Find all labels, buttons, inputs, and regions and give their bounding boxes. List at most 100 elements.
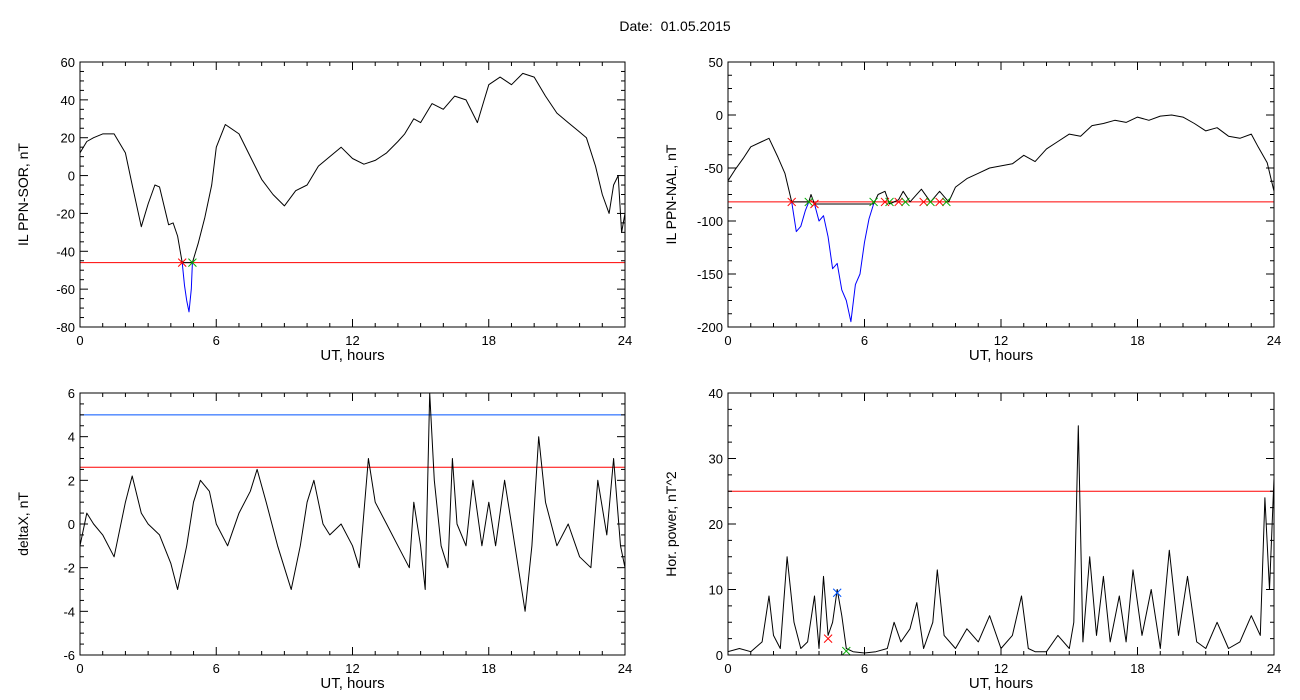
series-line [728, 425, 1274, 654]
event-marker [810, 199, 819, 209]
series-group [728, 114, 1274, 323]
event-marker [880, 197, 890, 207]
marker-stroke [804, 197, 814, 207]
event-marker [832, 588, 842, 598]
event-marker [177, 258, 187, 267]
event-marker [787, 197, 797, 207]
x-axis-label: UT, hours [969, 347, 1033, 364]
event-marker [942, 197, 951, 207]
y-tick-label: -100 [697, 214, 723, 229]
marker-stroke [942, 197, 951, 207]
y-tick-label: 10 [709, 583, 723, 598]
series-line [791, 201, 810, 233]
x-axis-label: UT, hours [320, 675, 384, 692]
marker-stroke [901, 197, 910, 207]
x-tick-label: 6 [213, 333, 220, 348]
marker-stroke [885, 197, 894, 207]
event-marker [926, 197, 935, 207]
x-tick-label: 18 [482, 661, 496, 676]
y-tick-label: -6 [63, 648, 75, 663]
y-tick-label: 0 [716, 108, 723, 123]
x-axis-label: UT, hours [320, 347, 384, 364]
series-line [80, 72, 625, 264]
y-tick-label: 20 [709, 517, 723, 532]
y-axis-label: deltaX, nT [15, 492, 31, 556]
y-tick-label: 0 [68, 169, 75, 184]
series-line [728, 114, 1274, 205]
series-line [181, 262, 193, 313]
x-tick-label: 6 [861, 333, 868, 348]
x-tick-label: 18 [482, 333, 496, 348]
marker-stroke [832, 588, 842, 598]
y-tick-label: -20 [56, 206, 75, 221]
panel-1: 0 6 12 18 24 -80 -60 -40 -20 0 20 40 60 UT, hours IL P… [15, 55, 632, 364]
y-tick-label: 4 [68, 430, 75, 445]
y-axis-label: IL PPN-NAL, nT [663, 144, 679, 244]
marker-stroke [810, 199, 819, 209]
marker-stroke [894, 197, 903, 207]
panel-2: 0 6 12 18 24 -200 -150 -100 -50 0 50 UT, hours IL PP… [663, 55, 1281, 364]
marker-stroke [787, 197, 797, 207]
panel-4: 0 6 12 18 24 0 10 20 30 40 UT, hours Hor. power, nT… [663, 386, 1281, 692]
event-marker [919, 197, 929, 207]
y-tick-label: -150 [697, 267, 723, 282]
event-marker [935, 197, 944, 207]
y-tick-label: -40 [56, 244, 75, 259]
x-tick-label: 24 [1267, 333, 1281, 348]
x-tick-label: 12 [345, 333, 359, 348]
y-tick-label: 6 [68, 386, 75, 401]
marker-stroke [823, 634, 833, 643]
x-tick-label: 0 [724, 333, 731, 348]
series-group [80, 72, 625, 313]
event-marker [823, 634, 833, 643]
x-tick-label: 6 [861, 661, 868, 676]
x-tick-label: 24 [618, 661, 632, 676]
x-tick-label: 12 [345, 661, 359, 676]
x-tick-label: 18 [1130, 661, 1144, 676]
series-group [80, 393, 625, 612]
x-tick-label: 12 [994, 333, 1008, 348]
x-tick-label: 12 [994, 661, 1008, 676]
y-tick-label: 30 [709, 452, 723, 467]
x-axis-label: UT, hours [969, 675, 1033, 692]
plot-frame [727, 61, 1275, 328]
series-group [728, 425, 1274, 654]
x-tick-label: 24 [618, 333, 632, 348]
y-tick-label: 40 [61, 93, 75, 108]
marker-stroke [880, 197, 890, 207]
plot-frame [727, 392, 1275, 656]
y-tick-label: -60 [56, 282, 75, 297]
y-axis-label: Hor. power, nT^2 [663, 471, 679, 577]
x-tick-label: 24 [1267, 661, 1281, 676]
y-tick-label: 50 [709, 55, 723, 70]
y-axis-label: IL PPN-SOR, nT [15, 143, 31, 246]
x-tick-label: 0 [724, 661, 731, 676]
y-tick-label: -2 [63, 561, 75, 576]
plot-frame [79, 392, 626, 656]
x-tick-label: 0 [76, 333, 83, 348]
y-tick-label: -200 [697, 320, 723, 335]
marker-stroke [935, 197, 944, 207]
y-tick-label: 2 [68, 473, 75, 488]
marker-stroke [188, 258, 197, 267]
event-marker [885, 197, 894, 207]
event-marker [188, 258, 197, 267]
event-marker [894, 197, 903, 207]
y-tick-label: 20 [61, 131, 75, 146]
event-marker [869, 197, 878, 207]
series-line [80, 393, 625, 612]
x-tick-label: 0 [76, 661, 83, 676]
y-tick-label: -50 [704, 161, 723, 176]
marker-stroke [841, 646, 851, 656]
page-title: Date: 01.05.2015 [619, 18, 731, 34]
y-tick-label: -4 [63, 604, 75, 619]
x-tick-label: 6 [213, 661, 220, 676]
event-marker [841, 646, 851, 656]
marker-stroke [869, 197, 878, 207]
marker-stroke [926, 197, 935, 207]
y-tick-label: -80 [56, 320, 75, 335]
y-tick-label: 40 [709, 386, 723, 401]
event-marker [804, 197, 814, 207]
